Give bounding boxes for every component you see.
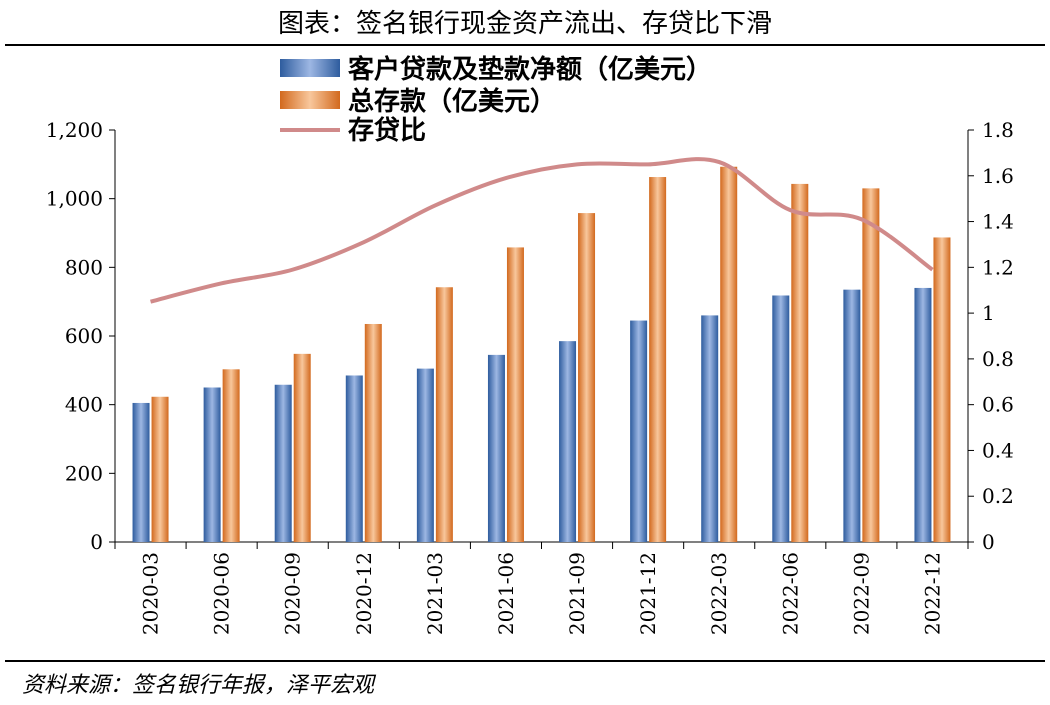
left-tick-label: 0 [90,530,103,554]
bar-deposits [435,287,453,542]
left-axis-ticks: 0 200 400 600 800 1,000 1,200 [46,118,115,554]
x-tick-label: 2021-06 [494,552,518,635]
right-tick-label: 0.2 [982,484,1014,508]
bar-loans [772,295,790,542]
right-axis-ticks: 0 0.2 0.4 0.6 0.8 1 1.2 1.4 1.6 1.8 [968,118,1014,554]
right-tick-label: 0.4 [982,438,1014,462]
legend-label-loans: 客户贷款及垫款净额（亿美元） [348,54,712,85]
bar-deposits [649,177,667,542]
bar-loans [701,315,719,542]
x-tick-label: 2020-12 [352,552,376,635]
legend-swatch-loans [280,59,340,77]
bar-loans [416,368,434,542]
x-tick-label: 2020-03 [139,552,163,635]
x-tick-label: 2020-06 [210,552,234,635]
left-tick-label: 800 [65,255,103,279]
x-tick-label: 2021-03 [423,552,447,635]
right-tick-label: 1.8 [982,118,1014,142]
chart-title: 图表：签名银行现金资产流出、存贷比下滑 [278,9,772,39]
bar-loans [345,375,363,542]
legend: 客户贷款及垫款净额（亿美元） 总存款（亿美元） 存贷比 [280,54,712,146]
bar-deposits [578,213,596,542]
bar-deposits [791,183,809,543]
bar-deposits [506,247,524,543]
right-tick-label: 0.6 [982,393,1014,417]
bar-deposits [293,353,311,542]
legend-label-deposits: 总存款（亿美元） [348,86,556,117]
right-tick-label: 1.4 [982,210,1014,234]
bar-deposits [720,166,738,542]
bar-deposits [222,369,240,542]
left-tick-label: 600 [65,324,103,348]
x-tick-label: 2021-09 [565,552,589,635]
bars-group [132,166,951,543]
bar-loans [487,354,505,542]
bar-deposits [933,237,951,543]
x-tick-label: 2022-12 [920,552,944,635]
left-tick-label: 200 [65,461,103,485]
x-tick-label: 2022-09 [849,552,873,635]
bar-loans [914,287,932,542]
x-tick-label: 2022-03 [707,552,731,635]
left-tick-label: 1,000 [46,187,103,211]
bar-loans [203,387,221,542]
x-axis-ticks: 2020-03 2020-06 2020-09 2020-12 2021-03 2021-… [114,542,969,635]
bar-loans [274,384,292,542]
right-tick-label: 0.8 [982,347,1014,371]
x-tick-label: 2020-09 [281,552,305,635]
legend-label-ratio: 存贷比 [348,115,426,146]
right-tick-label: 0 [982,530,995,554]
ratio-line [150,157,934,304]
right-tick-label: 1.2 [982,255,1014,279]
bar-loans [132,402,150,542]
right-tick-label: 1 [982,301,995,325]
ratio-line-group [150,157,934,304]
bar-deposits [151,396,169,542]
left-tick-label: 1,200 [46,118,103,142]
left-tick-label: 400 [65,393,103,417]
x-tick-label: 2021-12 [636,552,660,635]
x-tick-label: 2022-06 [778,552,802,635]
legend-swatch-deposits [280,91,340,109]
source-note: 资料来源：签名银行年报，泽平宏观 [22,673,377,698]
bar-loans [843,289,861,542]
bar-deposits [364,323,382,542]
bar-loans [559,341,577,542]
bar-loans [630,320,648,542]
right-tick-label: 1.6 [982,164,1014,188]
bar-deposits [862,188,880,542]
